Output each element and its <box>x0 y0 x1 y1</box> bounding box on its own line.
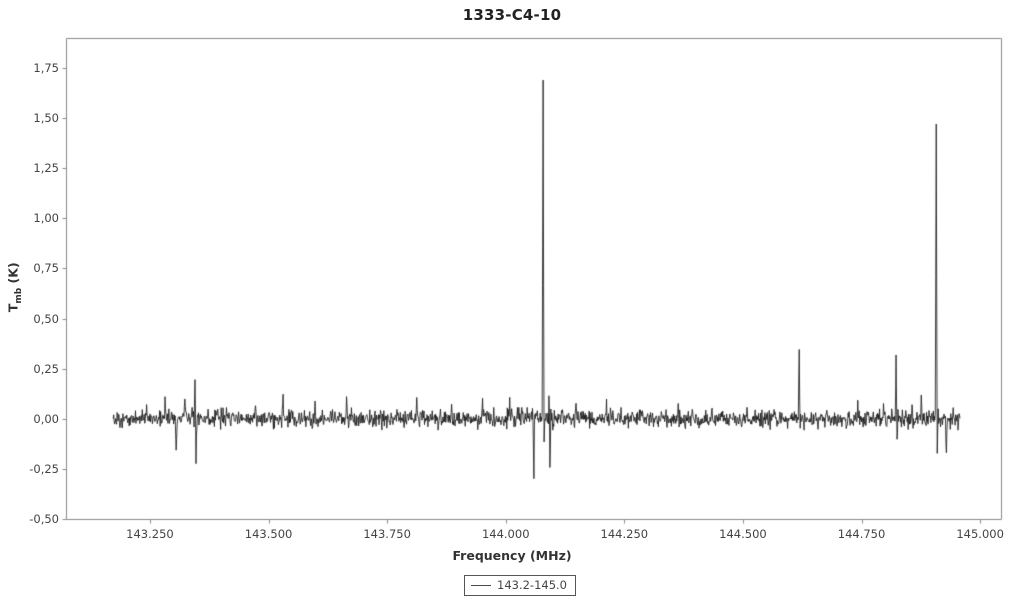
y-tick-label: 0,75 <box>33 261 59 276</box>
y-tick-label: 0,50 <box>33 311 59 326</box>
x-tick-label: 143.750 <box>363 527 411 541</box>
y-tick-label: 0,00 <box>33 411 59 426</box>
y-tick-label: 1,50 <box>33 111 59 126</box>
x-tick-label: 144.500 <box>719 527 767 541</box>
x-tick-label: 144.250 <box>600 527 649 541</box>
y-tick-label: 1,75 <box>33 61 59 76</box>
y-tick-label: 1,25 <box>33 161 59 176</box>
legend-label: 143.2-145.0 <box>497 578 567 592</box>
x-tick-label: 144.750 <box>837 527 886 541</box>
y-tick-label: 0,25 <box>33 361 59 376</box>
x-tick-label: 143.250 <box>126 527 174 541</box>
x-tick-label: 144.000 <box>481 527 530 541</box>
y-axis-label-unit: (K) <box>5 262 21 288</box>
x-tick-label: 143.500 <box>244 527 293 541</box>
x-axis-label: Frequency (MHz) <box>452 548 572 563</box>
chart-legend: 143.2-145.0 <box>464 575 576 596</box>
y-axis-label-main: T <box>5 303 21 312</box>
y-tick-label: -0,25 <box>29 461 59 476</box>
y-tick-label: 1,00 <box>33 211 59 226</box>
y-tick-label: -0,50 <box>29 512 59 526</box>
x-tick-label: 145.000 <box>956 527 1004 541</box>
y-axis-label-subscript: mb <box>14 287 25 304</box>
legend-line-swatch <box>471 585 491 586</box>
